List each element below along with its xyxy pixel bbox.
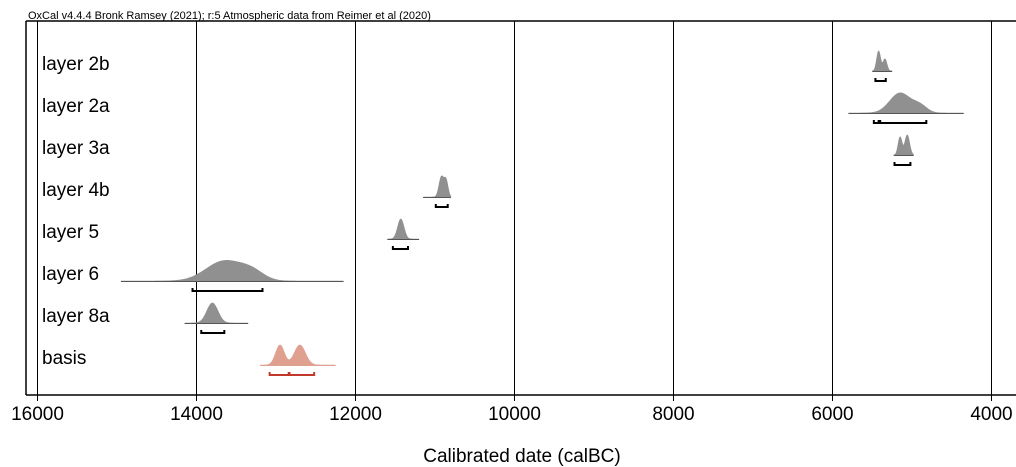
distribution-area	[423, 175, 452, 198]
series-layer-2a: layer 2a	[42, 92, 964, 124]
tick-label: 6000	[811, 404, 853, 425]
tick-label: 8000	[652, 404, 694, 425]
series-label: layer 2b	[42, 54, 110, 75]
range-bracket	[874, 78, 887, 82]
series-basis: basis	[42, 344, 336, 376]
distribution-area	[120, 260, 344, 282]
series-label: layer 8a	[42, 306, 110, 327]
series-label: layer 3a	[42, 138, 110, 159]
range-bracket	[893, 162, 912, 166]
series-label: layer 5	[42, 222, 99, 243]
series-label: layer 4b	[42, 180, 110, 201]
range-bracket	[288, 372, 316, 376]
series-layer-5: layer 5	[42, 218, 420, 250]
range-bracket	[200, 330, 226, 334]
range-bracket	[872, 120, 880, 124]
distribution-area	[387, 218, 420, 240]
series-label: layer 6	[42, 264, 99, 285]
plot-frame	[25, 20, 1016, 396]
distribution-area	[871, 50, 893, 72]
series-label: basis	[42, 348, 86, 369]
series-layer-2b: layer 2b	[42, 50, 893, 82]
distribution-area	[848, 92, 964, 114]
range-bracket	[879, 120, 928, 124]
series-layer-8a: layer 8a	[42, 302, 249, 334]
header-credit: OxCal v4.4.4 Bronk Ramsey (2021); r:5 At…	[28, 10, 431, 22]
range-bracket	[268, 372, 290, 376]
distribution-area	[260, 344, 336, 366]
distribution-area	[184, 302, 249, 324]
series-layer-6: layer 6	[42, 260, 344, 292]
range-bracket	[191, 288, 264, 292]
series-layer-3a: layer 3a	[42, 134, 914, 166]
series-label: layer 2a	[42, 96, 110, 117]
range-bracket	[391, 246, 409, 250]
range-bracket	[434, 204, 449, 208]
x-axis-label: Calibrated date (calBC)	[423, 446, 620, 467]
tick-label: 16000	[11, 404, 64, 425]
tick-label: 4000	[970, 404, 1012, 425]
series-layer-4b: layer 4b	[42, 175, 452, 208]
x-axis-ticks: 16000 14000 12000 10000 8000 6000 4000	[11, 395, 1013, 425]
gridlines	[37, 21, 992, 395]
tick-label: 14000	[170, 404, 223, 425]
plot-area: layer 2b layer 2a layer 3a layer 4b layer 5 l…	[42, 50, 964, 376]
tick-label: 12000	[329, 404, 382, 425]
tick-label: 10000	[488, 404, 541, 425]
distribution-area	[893, 134, 914, 156]
